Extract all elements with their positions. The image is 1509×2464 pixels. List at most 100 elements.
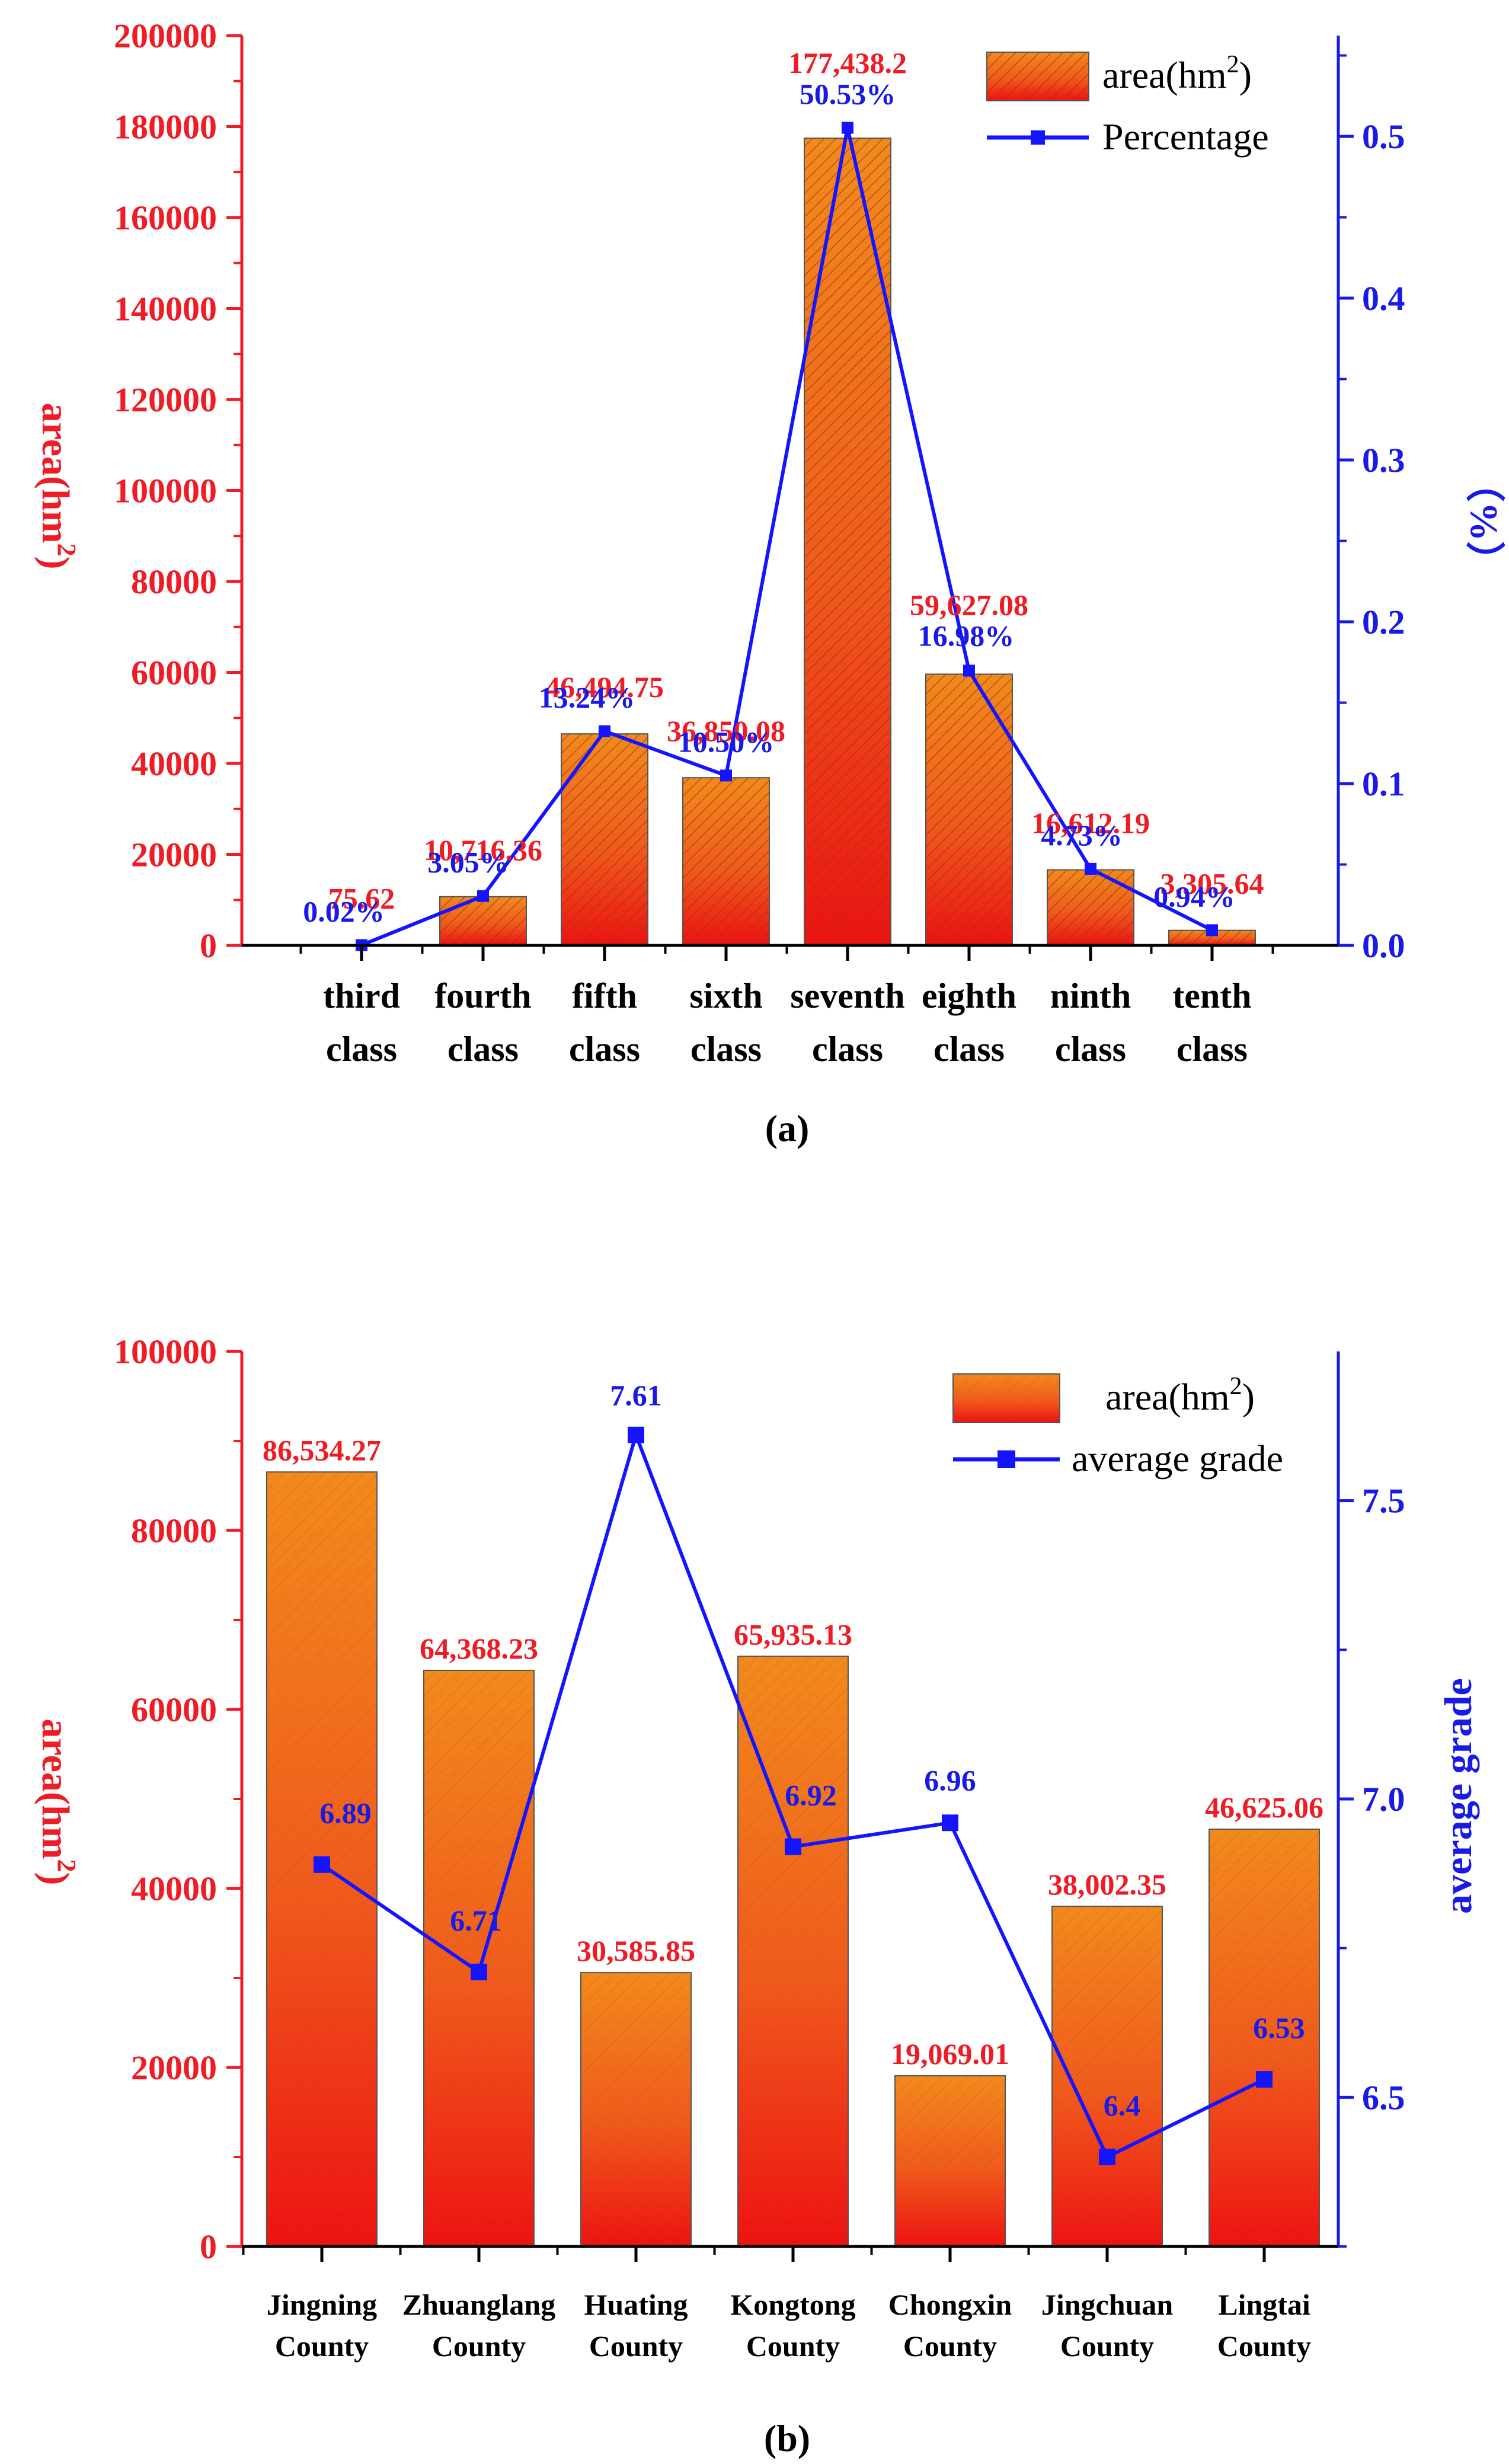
line-marker: [471, 1963, 487, 1980]
legend-percentage-marker: [1031, 130, 1045, 145]
area-bar-hatch: [424, 1670, 534, 2246]
category-label: third: [323, 976, 400, 1015]
area-bar-hatch: [581, 1973, 691, 2246]
left-tick-label: 20000: [131, 836, 217, 874]
line-value-label: 7.61: [610, 1379, 662, 1412]
line-marker: [963, 664, 975, 677]
left-tick-label: 0: [200, 2227, 217, 2266]
area-bar-hatch: [895, 2076, 1005, 2246]
category-label: ninth: [1050, 976, 1131, 1015]
panel-b-axes: 0 20000 40000 60000 80000 100000 6.5 7.0 7.5 Jing…: [114, 1332, 1405, 2363]
line-marker: [1085, 862, 1096, 875]
category-label: class: [1055, 1030, 1126, 1069]
left-tick-label: 180000: [114, 108, 217, 146]
legend-average-grade-label: average grade: [1072, 1437, 1283, 1479]
panel-b-average-grade-line: [314, 1426, 1273, 2165]
category-label: class: [1176, 1030, 1248, 1069]
area-value-label: 38,002.35: [1048, 1868, 1166, 1901]
category-label: Zhuanglang: [402, 2288, 555, 2321]
line-value-label: 50.53%: [800, 78, 896, 111]
line-marker: [1206, 924, 1218, 937]
series-line: [360, 126, 1213, 947]
line-value-label: 16.98%: [918, 619, 1015, 652]
line-marker: [477, 890, 489, 902]
category-label: Huating: [584, 2288, 688, 2321]
category-label: County: [1217, 2329, 1311, 2363]
category-label: County: [275, 2329, 369, 2363]
line-value-label: 3.05%: [427, 846, 509, 879]
left-tick-label: 60000: [131, 654, 217, 692]
line-value-label: 6.4: [1104, 2089, 1141, 2122]
left-tick-label: 80000: [131, 563, 217, 601]
panel-b-left-axis-title: area(hm2): [34, 1718, 81, 1885]
legend-area-label: area(hm2): [1105, 1373, 1255, 1418]
line-value-label: 6.53: [1253, 2011, 1305, 2044]
left-tick-label: 20000: [131, 2048, 217, 2087]
right-tick-label: 0.3: [1362, 441, 1405, 480]
area-bar-hatch: [440, 896, 526, 945]
area-value-label: 59,627.08: [910, 588, 1028, 621]
area-value-label: 30,585.85: [577, 1934, 695, 1967]
panel-b-average-grade-labels: 6.89 6.71 7.61 6.92 6.96 6.4 6.53: [319, 1379, 1305, 2122]
legend-percentage-label: Percentage: [1102, 116, 1269, 158]
left-tick-label: 100000: [114, 1332, 217, 1371]
category-label: Kongtong: [730, 2288, 855, 2321]
category-label: County: [1060, 2329, 1154, 2363]
panel-b-area-labels: 86,534.27 64,368.23 30,585.85 65,935.13 19,0…: [263, 1433, 1323, 2070]
left-tick-label: 140000: [114, 290, 217, 328]
area-bar-hatch: [683, 778, 769, 945]
category-label: County: [432, 2329, 526, 2363]
category-label: fourth: [434, 976, 531, 1015]
line-marker: [720, 769, 732, 782]
area-value-label: 75.62: [328, 881, 395, 915]
line-value-label: 0.02%: [303, 894, 385, 928]
panel-a-legend: area(hm2) Percentage: [986, 51, 1269, 158]
left-tick-label: 0: [200, 926, 217, 965]
legend-swatch-hatch: [987, 52, 1089, 101]
panel-b-bars: [266, 1471, 1320, 2248]
panel-b-chart: 86,534.27 64,368.23 30,585.85 65,935.13 19,0…: [34, 1332, 1480, 2459]
category-label: County: [746, 2329, 840, 2363]
panel-a-label: (a): [765, 1107, 810, 1149]
panel-a-axes: 0 20000 40000 60000 80000 100000 120000 140000 1…: [114, 17, 1405, 1069]
left-tick-label: 80000: [131, 1511, 217, 1550]
panel-b-legend: area(hm2) average grade: [952, 1373, 1283, 1479]
category-label: class: [569, 1030, 640, 1069]
left-tick-label: 160000: [114, 199, 217, 237]
area-value-label: 46,625.06: [1205, 1791, 1323, 1824]
area-value-label: 16,612.19: [1031, 807, 1150, 840]
line-marker: [628, 1426, 644, 1443]
left-tick-label: 120000: [114, 381, 217, 419]
category-label: class: [812, 1030, 883, 1069]
right-tick-label: 0.1: [1362, 765, 1405, 803]
line-value-label: 6.96: [924, 1763, 976, 1797]
line-marker: [314, 1856, 330, 1873]
area-value-label: 64,368.23: [420, 1632, 538, 1665]
category-label: eighth: [922, 976, 1016, 1015]
category-label: County: [589, 2329, 683, 2363]
area-value-label: 177,438.2: [788, 46, 907, 79]
panel-a-right-axis-title: （%）: [1462, 463, 1506, 580]
panel-a-percentage-line: [356, 122, 1218, 951]
area-bar-hatch: [926, 674, 1012, 945]
line-value-label: 6.71: [450, 1904, 502, 1937]
area-value-label: 19,069.01: [891, 2037, 1009, 2070]
area-value-label: 46,494.75: [545, 670, 664, 704]
area-value-label: 65,935.13: [734, 1618, 852, 1651]
area-bar-hatch: [561, 734, 648, 945]
right-tick-label: 0.2: [1362, 603, 1405, 641]
legend-swatch-hatch: [953, 1374, 1060, 1423]
right-tick-label: 0.5: [1362, 117, 1405, 156]
line-marker: [1256, 2071, 1273, 2088]
area-value-label: 36,850.08: [667, 714, 785, 747]
line-marker: [1099, 2149, 1115, 2165]
area-bar-hatch: [1047, 870, 1134, 945]
right-tick-label: 6.5: [1362, 2078, 1405, 2117]
line-value-label: 6.92: [785, 1779, 837, 1812]
category-label: County: [903, 2329, 997, 2363]
category-label: class: [933, 1030, 1005, 1069]
panel-a-percentage-labels: 0.02% 3.05% 13.24% 10.50% 50.53% 16.98% 4.73% 0…: [303, 78, 1235, 928]
